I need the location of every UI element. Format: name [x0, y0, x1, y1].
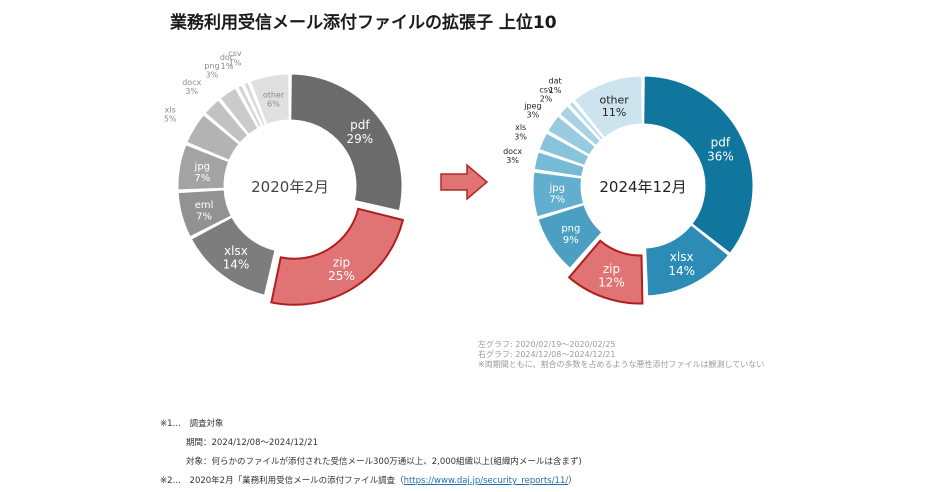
slice-label-docx: docx	[503, 147, 522, 156]
slice-jpeg	[547, 115, 596, 156]
footnote-2: ※2… 2020年2月「業務利用受信メールの添付ファイル調査（https://w…	[160, 474, 577, 486]
slice-label-png: png	[561, 223, 580, 234]
slice-label-xlsx: xlsx	[670, 250, 694, 264]
slice-docx	[533, 151, 585, 178]
slice-label-docx: docx	[182, 78, 201, 87]
center-label: 2020年2月	[251, 178, 329, 196]
slice-label-jpg: jpg	[549, 183, 565, 194]
slice-png	[537, 204, 603, 269]
slice-label-xls: xls	[515, 123, 526, 132]
note-left: 左グラフ: 2020/02/19～2020/02/25	[478, 340, 616, 349]
slice-jpg	[177, 144, 230, 191]
slice-docx	[204, 99, 249, 144]
slice-jpg	[532, 171, 585, 218]
page-title: 業務利用受信メール添付ファイルの拡張子 上位10	[170, 13, 557, 33]
footnote-1: ※1… 調査対象	[160, 419, 224, 429]
slice-value-zip: 25%	[328, 269, 355, 283]
slice-label-dat: dat	[549, 77, 562, 86]
slice-value-xls: 5%	[164, 115, 177, 124]
slice-label-pdf: pdf	[711, 136, 731, 150]
security-report-link[interactable]: https://www.daj.jp/security_reports/11/	[403, 476, 569, 486]
slice-label-eml: eml	[195, 200, 214, 211]
slice-xls	[538, 132, 590, 167]
slice-value-jpeg: 3%	[527, 111, 540, 120]
note-malware: ※両期間ともに、割合の多数を占めるような悪性添付ファイルは観測していない	[478, 360, 765, 369]
slice-value-png: 3%	[206, 71, 219, 80]
slice-doc	[237, 84, 263, 129]
slice-csv	[243, 81, 266, 127]
footnote-period: 期間：2024/12/08～2024/12/21	[186, 438, 318, 448]
footnote-target: 対象：何らかのファイルが添付された受信メール300万通以上、2,000組織以上(…	[186, 457, 582, 467]
slice-other	[249, 73, 290, 125]
slice-value-dat: 1%	[549, 86, 562, 95]
donut-chart-2024: pdf36%xlsx14%zip12%png9%jpg7%docx3%xls3%…	[503, 75, 754, 305]
slice-zip	[270, 207, 405, 306]
slice-label-xls: xls	[165, 105, 176, 114]
slice-value-docx: 3%	[185, 87, 198, 96]
slice-value-doc: 1%	[221, 62, 234, 71]
slice-label-png: png	[204, 62, 219, 71]
slice-value-xlsx: 14%	[668, 264, 695, 278]
slice-value-csv: 1%	[229, 58, 242, 67]
slice-value-jpg: 7%	[194, 173, 210, 184]
slice-label-doc: doc	[220, 53, 234, 62]
footnote-2-prefix: ※2… 2020年2月「業務利用受信メールの添付ファイル調査（	[160, 476, 404, 486]
slice-value-eml: 7%	[196, 211, 212, 222]
slice-value-xls: 3%	[514, 132, 527, 141]
slice-value-xlsx: 14%	[223, 258, 250, 272]
slice-png	[219, 87, 259, 136]
slice-label-other: other	[599, 93, 629, 106]
slice-value-csv: 2%	[540, 94, 553, 103]
note-right: 右グラフ: 2024/12/08～2024/12/21	[478, 350, 616, 359]
slice-value-pdf: 36%	[707, 150, 734, 164]
center-label: 2024年12月	[599, 178, 686, 196]
donut-chart-2020: pdf29%zip25%xlsx14%eml7%jpg7%xls5%docx3%…	[164, 49, 405, 306]
slice-value-zip: 12%	[598, 276, 625, 290]
slice-csv	[559, 105, 602, 147]
slice-label-csv: csv	[539, 85, 553, 94]
slice-label-other: other	[263, 90, 285, 99]
slice-label-csv: csv	[228, 49, 242, 58]
slice-label-zip: zip	[603, 262, 620, 276]
slice-dat	[568, 100, 604, 141]
slice-value-pdf: 29%	[346, 132, 373, 146]
slice-label-pdf: pdf	[350, 118, 370, 132]
slice-label-jpeg: jpeg	[523, 101, 541, 110]
slice-pdf	[643, 75, 754, 254]
slice-label-jpg: jpg	[194, 161, 210, 172]
slice-zip	[567, 239, 644, 305]
slice-value-jpg: 7%	[549, 195, 565, 206]
slice-label-zip: zip	[333, 255, 350, 269]
slice-value-docx: 3%	[506, 156, 519, 165]
footnote-2-suffix: ）	[568, 476, 577, 486]
slice-eml	[177, 189, 232, 238]
slice-other	[573, 75, 643, 139]
slice-xlsx	[190, 216, 276, 296]
arrow-right-icon	[440, 163, 489, 201]
slice-xlsx	[645, 224, 730, 297]
slice-xls	[186, 114, 240, 161]
slice-pdf	[290, 73, 403, 212]
period-notes: 左グラフ: 2020/02/19～2020/02/25 右グラフ: 2024/1…	[478, 340, 764, 370]
slice-value-other: 11%	[602, 106, 626, 119]
slice-value-png: 9%	[563, 235, 579, 246]
slice-value-other: 6%	[267, 100, 280, 109]
slice-label-xlsx: xlsx	[224, 244, 248, 258]
